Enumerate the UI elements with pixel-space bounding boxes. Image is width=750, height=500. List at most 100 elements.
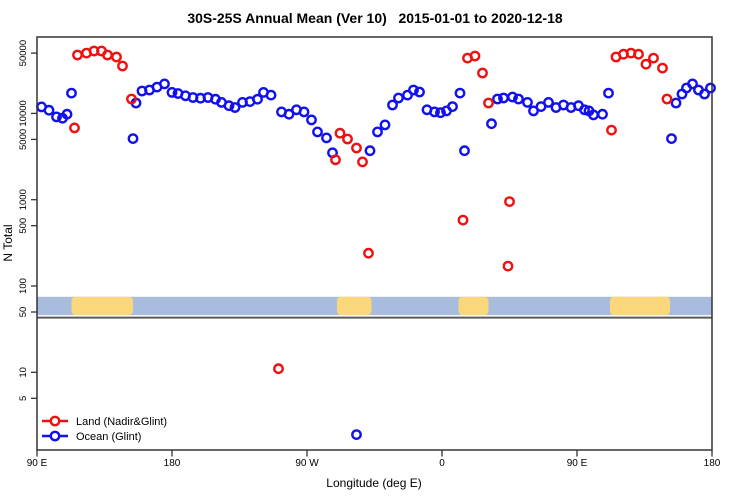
land-point (111, 51, 122, 63)
ocean-point (283, 108, 295, 120)
map-strip-ocean (37, 296, 712, 316)
map-strip-land-Africa (458, 296, 489, 316)
ocean-point (312, 126, 323, 138)
land-point (72, 49, 83, 61)
data-points-layer (36, 45, 716, 440)
ocean-point (252, 93, 263, 105)
ocean-point (543, 97, 554, 108)
y-tick-label: 5000 (18, 129, 29, 150)
ocean-point (393, 92, 404, 104)
land-point (657, 62, 668, 74)
ocean-point (429, 106, 440, 118)
ocean-point (414, 86, 425, 98)
y-tick-label: 10 (18, 367, 29, 378)
ocean-point (364, 145, 376, 157)
ocean-point (435, 107, 446, 119)
land-point (483, 97, 494, 109)
x-tick-label: 180 (164, 458, 181, 469)
map-strip-land-Australia (repeat) (610, 296, 670, 316)
x-tick-label: 180 (704, 458, 721, 469)
y-tick-label: 1000 (18, 189, 29, 210)
land-point (126, 93, 137, 105)
ocean-point (670, 97, 682, 109)
ocean-point (603, 87, 614, 99)
land-point (69, 122, 80, 134)
ocean-point (321, 132, 332, 144)
ocean-point (351, 429, 362, 440)
ocean-point (705, 82, 716, 94)
ocean-point (459, 145, 470, 157)
ocean-point (379, 119, 391, 131)
legend-ocean-marker-icon (49, 430, 61, 442)
map-strip-land-Australia (71, 296, 133, 316)
ocean-point (159, 78, 170, 90)
ocean-point (66, 87, 77, 99)
x-tick-label: 90 E (567, 458, 588, 469)
ocean-point (528, 105, 539, 117)
ocean-point (408, 84, 419, 96)
x-tick-label: 90 W (295, 458, 319, 469)
ocean-point (223, 100, 235, 112)
x-tick-label: 0 (439, 458, 445, 469)
ocean-point (306, 114, 317, 126)
land-point (363, 247, 374, 259)
land-point (334, 127, 346, 139)
ocean-point (61, 108, 73, 120)
y-tick-label: 50 (18, 307, 29, 318)
land-point (342, 133, 353, 145)
ocean-point (127, 133, 139, 145)
land-point (606, 124, 617, 136)
map-strip-land-South America (337, 296, 372, 316)
ocean-point (579, 104, 590, 116)
ocean-point (522, 97, 533, 108)
land-point (640, 58, 652, 70)
land-point (273, 363, 284, 375)
land-point (351, 142, 362, 154)
legend-land-label: Land (Nadir&Glint) (76, 416, 167, 428)
ocean-point (229, 102, 241, 113)
ocean-point (447, 101, 458, 113)
land-point (477, 67, 488, 79)
ocean-point (507, 91, 518, 103)
ocean-point (513, 93, 524, 105)
ocean-point (597, 108, 608, 120)
axis-ticks-layer: 50000 10000 5000 1000 500 100 50 10 5 90 E 180 90 W… (18, 40, 721, 469)
ocean-point (454, 87, 466, 99)
ocean-point (51, 111, 62, 123)
y-tick-label: 10000 (18, 100, 29, 126)
ocean-point (372, 126, 383, 138)
legend-ocean-label: Ocean (Glint) (76, 431, 141, 443)
ocean-point (298, 106, 310, 118)
ocean-point (402, 89, 413, 101)
ocean-point (265, 89, 277, 101)
plot-frame (36, 36, 713, 451)
ocean-point (699, 88, 710, 100)
y-axis-label: N Total (1, 224, 15, 261)
land-point (117, 60, 128, 72)
land-point (469, 50, 481, 62)
map-strip-layer (37, 296, 712, 316)
y-tick-label: 5 (18, 396, 29, 401)
land-point (504, 196, 515, 208)
land-point (330, 154, 341, 166)
ocean-point (387, 99, 398, 111)
x-tick-label: 90 E (27, 458, 48, 469)
land-point (661, 93, 673, 105)
y-tick-label: 100 (18, 278, 29, 294)
x-axis-label: Longitude (deg E) (326, 476, 421, 490)
y-tick-label: 500 (18, 218, 29, 234)
land-point (633, 48, 644, 60)
land-point (502, 260, 514, 272)
legend: Land (Nadir&Glint) Ocean (Glint) (42, 415, 167, 443)
chart-title: 30S-25S Annual Mean (Ver 10) 2015-01-01 … (187, 10, 563, 26)
land-point (357, 156, 368, 168)
ocean-point (687, 78, 698, 90)
ocean-point (166, 87, 178, 98)
y-tick-label: 50000 (18, 40, 29, 66)
ocean-point (43, 104, 55, 116)
ocean-point (666, 133, 677, 145)
land-point (648, 52, 659, 64)
legend-land-marker-icon (49, 415, 61, 427)
ocean-point (492, 93, 503, 105)
